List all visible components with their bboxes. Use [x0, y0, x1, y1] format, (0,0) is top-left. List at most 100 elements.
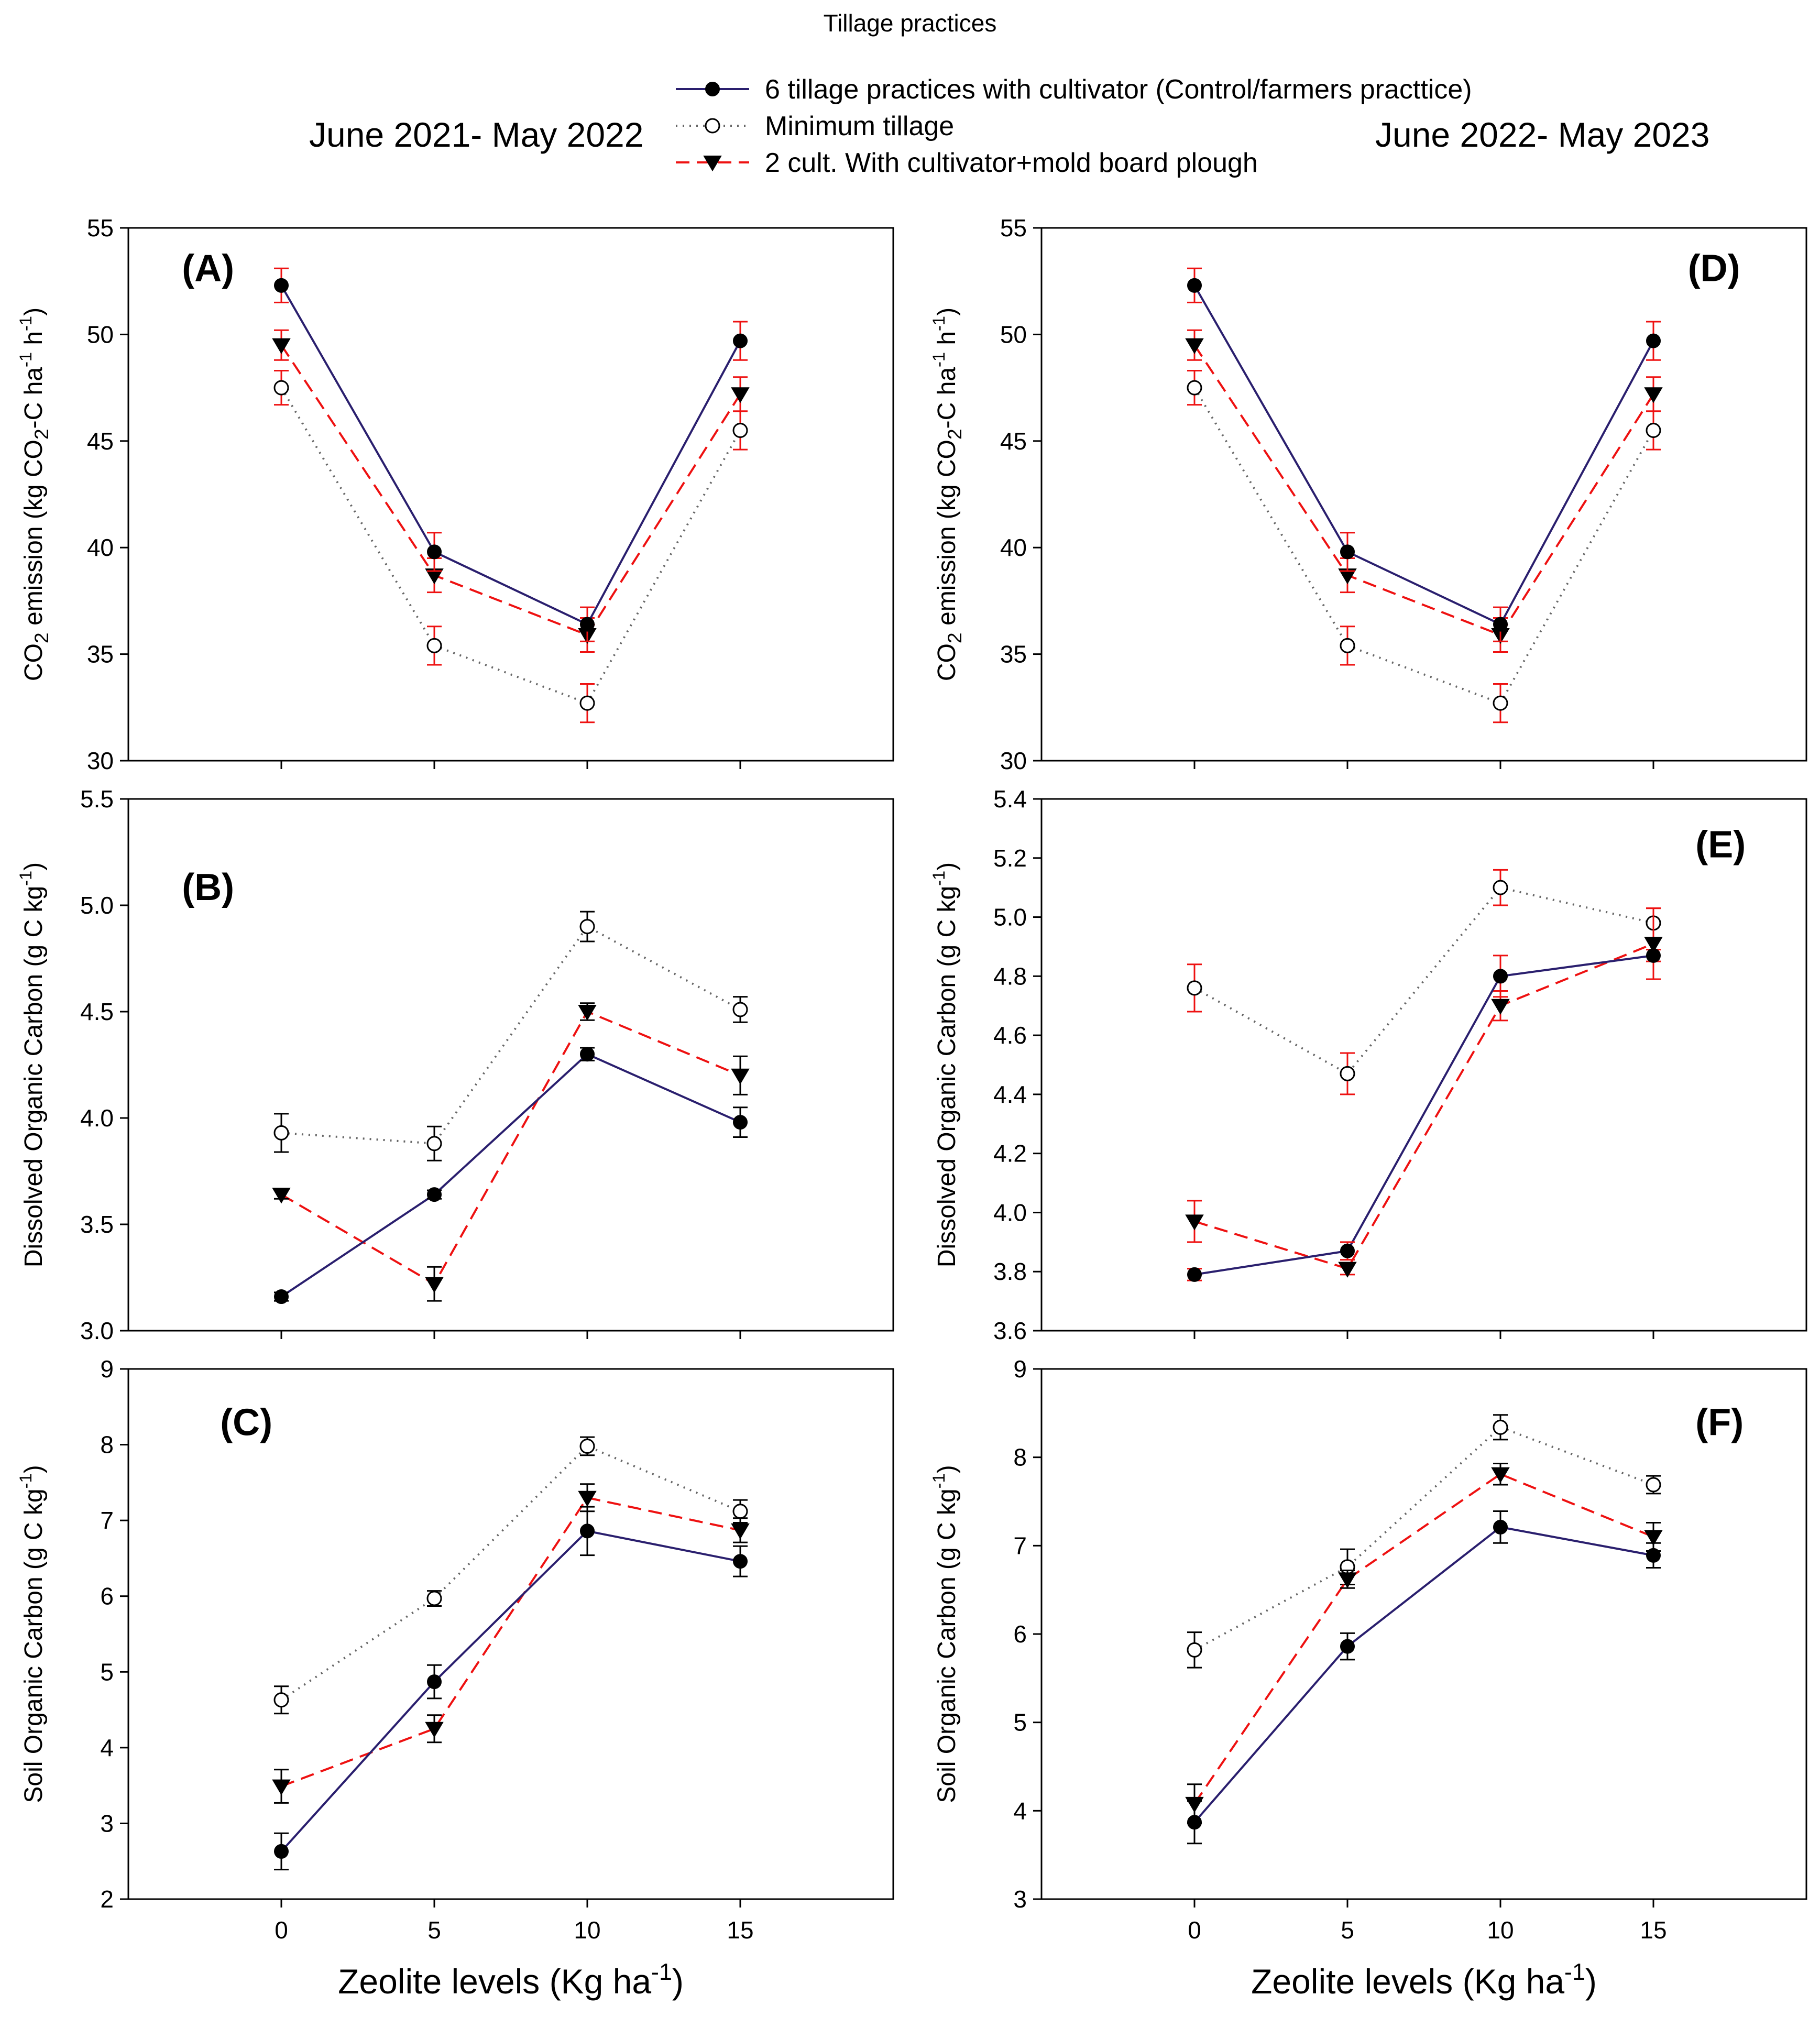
panel-A: 30 35 40 45 50 55 CO2 emission (kg CO2-C ha-1 …	[16, 214, 894, 774]
data-point-control	[1340, 544, 1355, 560]
series-line-mold	[280, 1010, 741, 1286]
x-tick-label: 5	[1341, 1916, 1354, 1944]
y-tick-label: 50	[1000, 321, 1027, 348]
y-axis-label: CO2 emission (kg CO2-C ha-1 h-1)	[16, 308, 52, 681]
series-minimum	[273, 911, 748, 1161]
panel-label: (C)	[220, 1402, 272, 1444]
y-tick-label: 3	[1013, 1886, 1027, 1913]
data-point-control	[427, 544, 442, 560]
data-point-minimum	[1493, 695, 1508, 711]
data-point-control	[427, 1674, 442, 1690]
plot-frame	[127, 227, 894, 762]
series-control	[1187, 1510, 1661, 1845]
data-point-mold	[272, 338, 291, 354]
data-point-control	[1493, 1519, 1508, 1534]
series-line-mold	[280, 344, 741, 637]
y-axis-label: CO2 emission (kg CO2-C ha-1 h-1)	[929, 308, 966, 681]
data-point-minimum	[273, 380, 289, 396]
series-line-minimum	[280, 387, 741, 705]
data-point-mold	[425, 1722, 444, 1738]
data-point-mold	[578, 1005, 597, 1021]
x-axis-label-left: Zeolite levels (Kg ha-1)	[338, 1958, 684, 2001]
y-tick-label: 4.0	[80, 1104, 114, 1132]
y-tick-label: 4.0	[993, 1199, 1027, 1226]
series-line-mold	[1193, 1473, 1654, 1804]
data-point-control	[1493, 969, 1508, 984]
y-tick-label: 2	[100, 1886, 114, 1913]
y-tick-label: 35	[1000, 641, 1027, 668]
data-point-minimum	[1187, 380, 1202, 396]
data-point-mold	[1185, 338, 1204, 354]
data-point-control	[733, 1554, 748, 1569]
data-point-minimum	[1493, 1419, 1508, 1435]
panel-label: (F)	[1695, 1402, 1744, 1444]
plot-frame	[127, 798, 894, 1332]
data-point-mold	[1185, 1214, 1204, 1231]
y-tick-label: 4.4	[993, 1081, 1027, 1108]
y-axis-label: Soil Organic Carbon (g C kg-1)	[929, 1465, 961, 1803]
y-tick-label: 30	[1000, 747, 1027, 774]
data-point-minimum	[1493, 880, 1508, 895]
series-line-control	[1194, 954, 1654, 1276]
y-tick-label: 40	[1000, 534, 1027, 561]
data-point-minimum	[1340, 1066, 1355, 1081]
data-point-control	[1646, 1548, 1661, 1563]
series-mold	[1185, 329, 1663, 653]
y-tick-label: 3.6	[993, 1317, 1027, 1344]
series-line-mold	[281, 1496, 741, 1788]
figure-title: Tillage practices	[824, 9, 997, 37]
data-point-control	[1187, 1815, 1202, 1830]
panel-D: 30 35 40 45 50 55 CO2 emission (kg CO2-C ha-1 …	[929, 214, 1807, 774]
y-axis-label: Dissolved Organic Carbon (g C kg-1)	[16, 862, 48, 1267]
series-line-minimum	[280, 1445, 741, 1701]
data-point-minimum	[1646, 1477, 1661, 1493]
y-tick-label: 3	[100, 1810, 114, 1837]
data-point-minimum	[579, 919, 595, 935]
x-tick-label: 15	[1640, 1916, 1666, 1944]
x-tick-label: 10	[1487, 1916, 1514, 1944]
data-point-mold	[731, 1068, 750, 1084]
legend-item-minimum: Minimum tillage	[676, 111, 954, 141]
y-tick-label: 30	[87, 747, 114, 774]
x-tick-label: 0	[275, 1916, 288, 1944]
data-point-minimum	[732, 1002, 748, 1017]
x-tick-label: 15	[727, 1916, 753, 1944]
data-point-minimum	[426, 638, 442, 653]
y-tick-label: 6	[1013, 1620, 1027, 1648]
y-tick-label: 40	[87, 534, 114, 561]
y-tick-label: 9	[100, 1355, 114, 1383]
x-axis-label-right: Zeolite levels (Kg ha-1)	[1251, 1958, 1597, 2001]
panel-C: 2 3 4 5 6 7 8 9 0 5 10 15 Soil Organic Carbon (g C k…	[16, 1355, 894, 1944]
x-tick-label: 10	[574, 1916, 600, 1944]
series-line-minimum	[1194, 886, 1654, 1075]
y-tick-label: 3.8	[993, 1258, 1027, 1285]
series-line-control	[280, 1053, 741, 1298]
series-control	[1187, 948, 1661, 1282]
panel-B: 3.0 3.5 4.0 4.5 5.0 5.5 Dissolved Organic Carb…	[16, 785, 894, 1344]
data-point-minimum	[273, 1125, 289, 1141]
data-point-minimum	[579, 1438, 595, 1454]
panel-label: (A)	[182, 248, 234, 290]
legend-label-mold: 2 cult. With cultivator+mold board ploug…	[765, 148, 1258, 178]
y-tick-label: 5.0	[993, 904, 1027, 931]
data-point-mold	[731, 1523, 750, 1540]
data-point-control	[580, 1047, 595, 1062]
panel-E: 3.6 3.8 4.0 4.2 4.4 4.6 4.8 5.0 5.2 5.4 Dissolved …	[929, 785, 1807, 1344]
data-point-control	[1340, 1639, 1355, 1654]
y-tick-label: 5.4	[993, 785, 1027, 813]
y-tick-label: 35	[87, 641, 114, 668]
y-tick-label: 8	[1013, 1444, 1027, 1471]
y-tick-label: 4.5	[80, 998, 114, 1025]
legend: 6 tillage practices with cultivator (Con…	[676, 74, 1472, 178]
y-tick-label: 55	[1000, 214, 1027, 242]
data-point-mold	[1338, 1572, 1357, 1588]
data-point-control	[580, 1523, 595, 1539]
plot-frame	[127, 1368, 894, 1900]
legend-marker-minimum	[705, 118, 720, 134]
y-tick-label: 5.0	[80, 892, 114, 919]
legend-label-minimum: Minimum tillage	[765, 111, 954, 141]
data-point-minimum	[579, 695, 595, 711]
plot-frame	[1040, 798, 1807, 1332]
y-axis-label: Dissolved Organic Carbon (g C kg-1)	[929, 862, 961, 1267]
